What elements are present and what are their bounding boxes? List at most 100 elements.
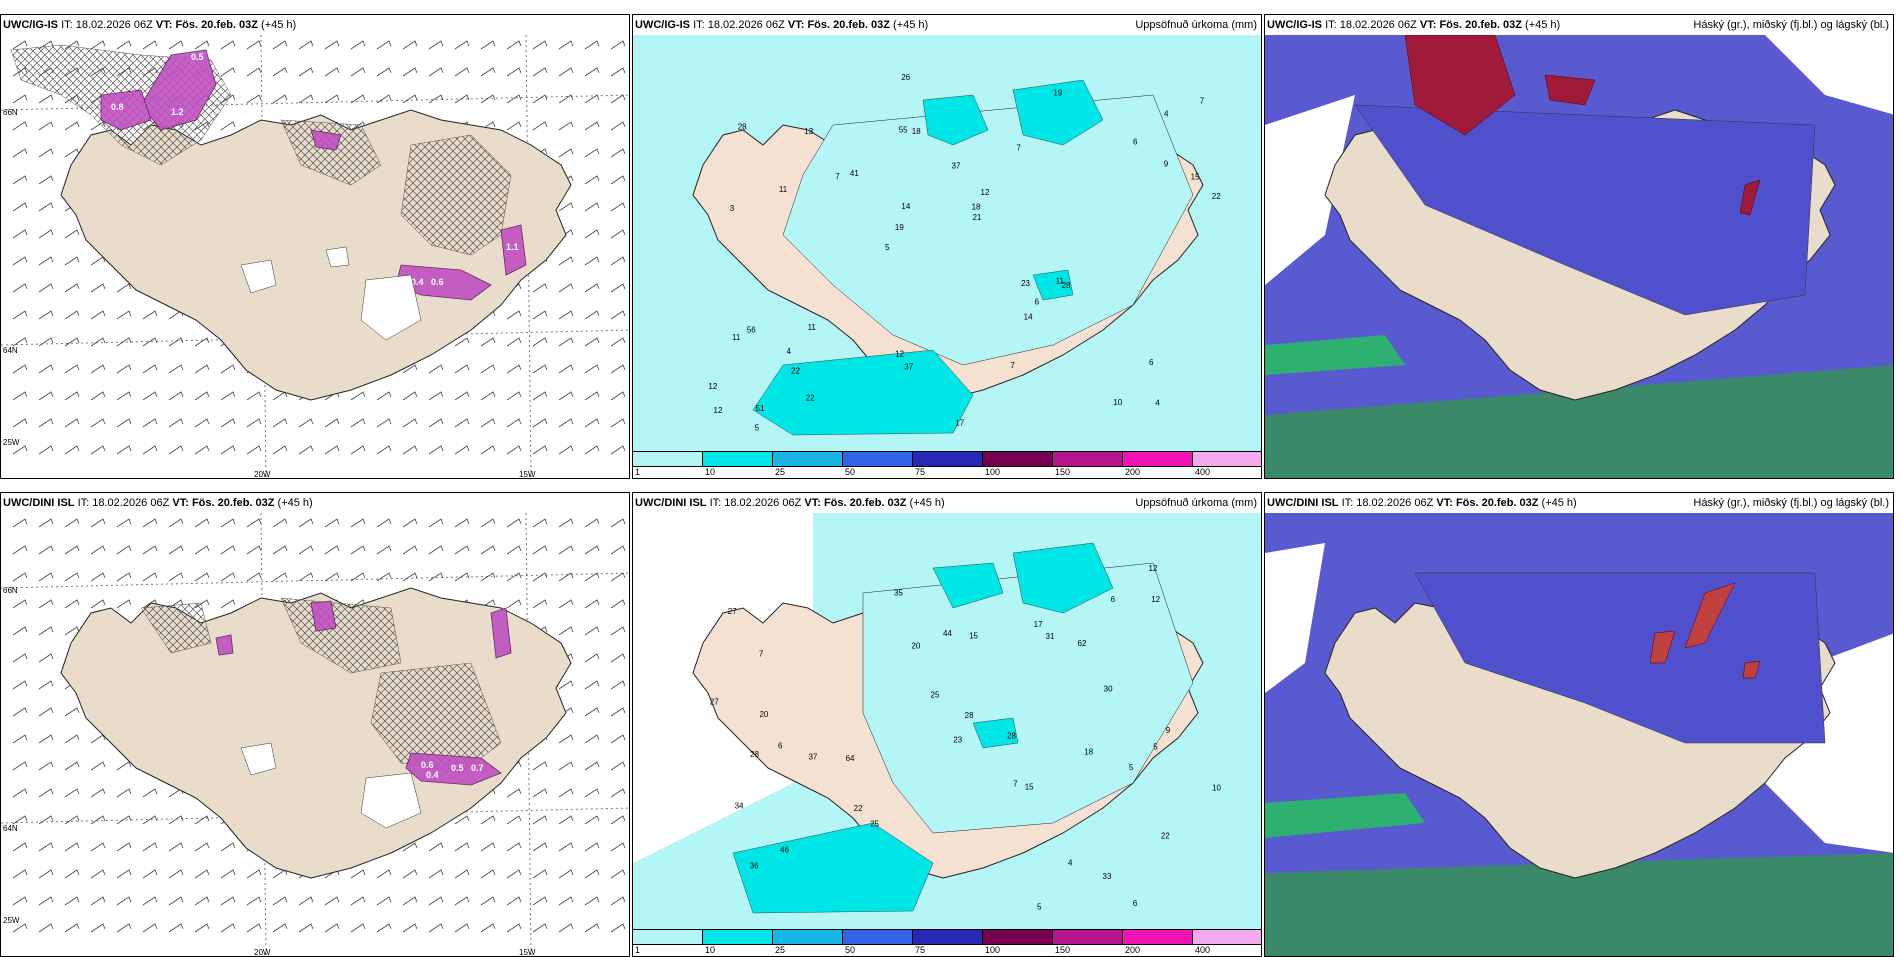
model-name: UWC/DINI ISL [635,497,707,509]
wind-barb [584,680,600,690]
precip-value: 4 [1068,859,1073,868]
colorbar-cells [633,451,1261,467]
precip-value: 9 [1166,726,1171,735]
precip-heavy [752,79,1104,436]
wind-barb [610,680,626,690]
wind-barb [584,175,600,185]
wind-barb [298,518,314,528]
wind-barb [12,418,28,428]
wind-barb [38,445,54,455]
wind-barb [584,121,600,131]
wind-barb [428,518,444,528]
colorbar-cell [1053,930,1123,944]
wind-barb [532,761,548,771]
wind-barb [480,896,496,906]
wind-barb [142,310,158,320]
wind-barb [610,94,626,104]
wind-barb [454,545,470,555]
wind-barb [12,734,28,744]
wind-barb [480,418,496,428]
wind-barb [610,626,626,636]
wind-barb [558,896,574,906]
valid-time: Fös. 20.feb. 03Z [823,497,907,509]
wind-barb [12,572,28,582]
lead-time: (+45 h) [893,19,929,31]
wind-barb [324,923,340,933]
snow-value: 0.5 [191,52,204,62]
it-label: IT: [1325,19,1337,31]
wind-barb [428,545,444,555]
snow-value: 1.2 [171,107,184,117]
wind-barb [402,67,418,77]
wind-barb [402,364,418,374]
wind-barb [220,599,236,609]
wind-barb [610,40,626,50]
wind-barb [584,707,600,717]
wind-barb [480,391,496,401]
precip-value: 64 [846,754,855,763]
wind-barb [90,418,106,428]
precip-value: 37 [808,752,817,761]
wind-barb [428,572,444,582]
wind-barb [506,94,522,104]
wind-barb [64,256,80,266]
colorbar-label: 1 [635,467,641,477]
wind-barb [168,445,184,455]
wind-barb [38,310,54,320]
snow-shading [215,600,512,786]
wind-barb [90,283,106,293]
wind-barb [64,121,80,131]
wind-barb [324,67,340,77]
wind-barb [376,94,392,104]
precip-value: 14 [901,202,910,211]
precip-value: 56 [747,325,756,334]
wind-barb [220,842,236,852]
colorbar-label: 50 [845,467,856,477]
wind-barb [402,923,418,933]
precip-value: 22 [1212,192,1221,201]
wind-barb [168,418,184,428]
wind-barb [428,869,444,879]
wind-barb [194,391,210,401]
panel-header: UWC/IG-IS IT: 18.02.2026 06Z VT: Fös. 20… [1,15,629,35]
wind-barb [38,391,54,401]
wind-barb [194,40,210,50]
precip-value: 62 [1078,639,1087,648]
precip-colorbar: 1 10 25 50 75 100 150 200 400 [633,451,1261,478]
wind-barb [532,518,548,528]
precip-value: 4 [1155,398,1160,407]
wind-barb [506,815,522,825]
wind-barb [584,364,600,374]
wind-barb [64,842,80,852]
wind-barb [168,545,184,555]
colorbar-cell [1193,452,1261,466]
wind-barb [376,445,392,455]
wind-barb [90,842,106,852]
wind-barb [610,734,626,744]
wind-barb [38,680,54,690]
wind-barb [38,283,54,293]
wind-barb [558,121,574,131]
wind-barb [454,391,470,401]
wind-barb [12,391,28,401]
wind-barb [558,364,574,374]
snow-value: 1.1 [506,242,519,252]
wind-barb [90,445,106,455]
precip-value: 21 [972,213,981,222]
wind-barb [402,418,418,428]
precip-value: 7 [1013,779,1018,788]
wind-barb [610,121,626,131]
wind-barb [220,572,236,582]
precip-value: 7 [1016,143,1021,152]
wind-barb [532,94,548,104]
wind-barb [220,545,236,555]
model-name: UWC/IG-IS [3,19,58,31]
wind-barb [610,761,626,771]
wind-barb [376,418,392,428]
precip-value: 22 [854,804,863,813]
model-name: UWC/IG-IS [1267,19,1322,31]
precip-value: 19 [895,223,904,232]
wind-barb [428,842,444,852]
colorbar-label: 1 [635,945,641,955]
